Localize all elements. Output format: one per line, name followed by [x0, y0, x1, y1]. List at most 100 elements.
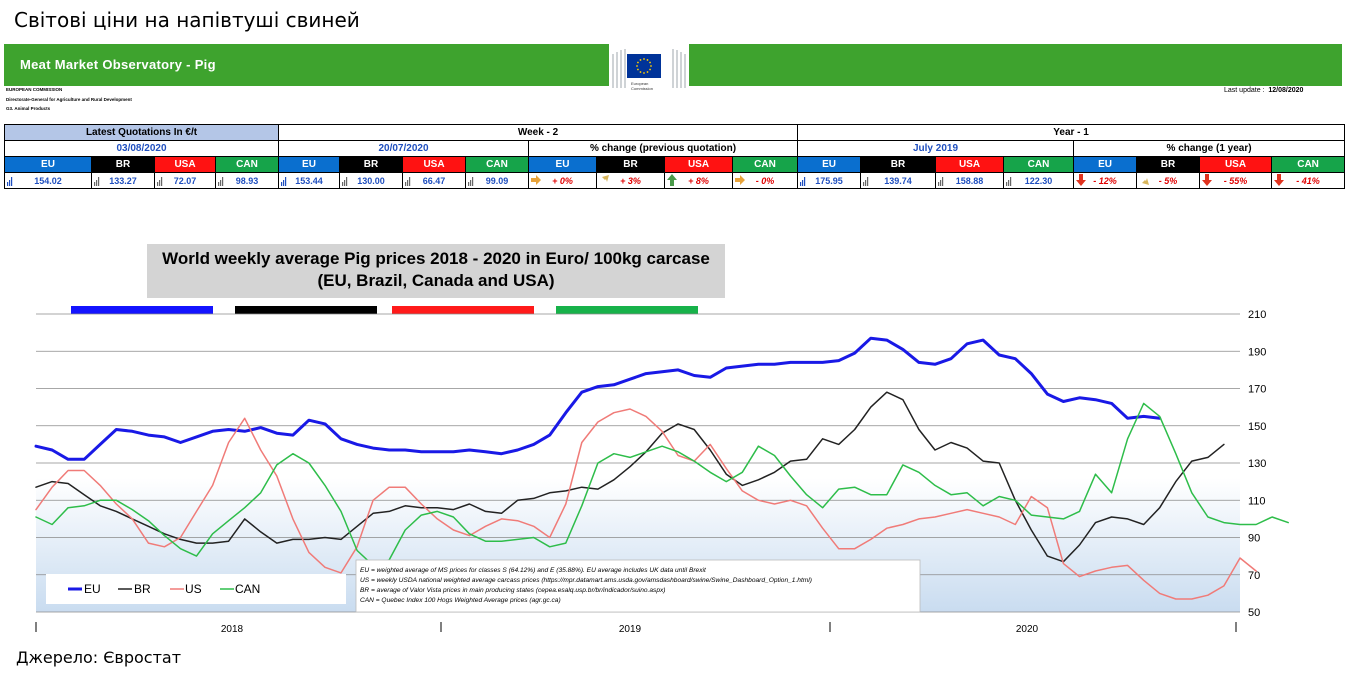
y-tick-label: 150	[1248, 421, 1266, 433]
bar-chart-icon	[7, 177, 13, 186]
bar-chart-icon	[157, 177, 163, 186]
region-br: BR	[1136, 156, 1201, 173]
year1-eu-cell: 175.95	[797, 172, 862, 189]
org-line-2: Directorate-General for Agriculture and …	[6, 97, 132, 102]
latest-can-cell: 98.93	[215, 172, 279, 189]
y-tick-label: 190	[1248, 346, 1266, 358]
flag-star	[637, 61, 639, 64]
x-tick-label-2019: 2019	[619, 624, 642, 635]
source-note: Джерело: Євростат	[16, 648, 182, 667]
region-br: BR	[596, 156, 665, 173]
year1-br-value: 139.74	[884, 175, 912, 186]
page-title: Світові ціни на напівтуші свиней	[14, 8, 360, 32]
legend-label-eu: EU	[84, 582, 101, 596]
year1-date: July 2019	[797, 140, 1075, 157]
region-eu: EU	[528, 156, 597, 173]
week2-pct-eu: + 0%	[552, 175, 573, 186]
last-update-label: Last update :	[1224, 87, 1265, 94]
legend-box	[46, 574, 346, 604]
latest-br-value: 133.27	[109, 175, 137, 186]
year1-pct-eu-cell: - 12%	[1073, 172, 1138, 189]
year1-header: Year - 1	[797, 124, 1346, 141]
legend-label-br: BR	[134, 582, 151, 596]
flag-star	[649, 61, 651, 64]
org-line-1: EUROPEAN COMMISSION	[6, 87, 63, 92]
bar-chart-icon	[863, 177, 869, 186]
note-br: BR = average of Valor Vista prices in ma…	[360, 587, 666, 594]
y-tick-label: 210	[1248, 309, 1266, 321]
arrow-up-icon	[667, 174, 677, 186]
year1-can-value: 122.30	[1024, 175, 1053, 186]
legend-label-can: CAN	[235, 582, 260, 596]
flag-star	[639, 59, 642, 61]
latest-eu-value: 154.02	[34, 175, 62, 186]
week2-pct-usa-cell: + 8%	[664, 172, 733, 189]
year1-eu-value: 175.95	[815, 175, 843, 186]
y-tick-label: 110	[1248, 495, 1266, 507]
european-commission-logo: European Commission	[609, 44, 689, 96]
arrow-down-icon	[1274, 174, 1285, 186]
logo-text-1: European	[631, 81, 648, 86]
region-usa: USA	[935, 156, 1005, 173]
notes-box: EU = weighted average of MS prices for c…	[355, 559, 921, 613]
latest-usa-cell: 72.07	[154, 172, 216, 189]
chart-title: World weekly average Pig prices 2018 - 2…	[162, 249, 710, 268]
region-br: BR	[339, 156, 403, 173]
note-us: US = weekly USDA national weighted avera…	[360, 577, 812, 584]
region-can: CAN	[1003, 156, 1075, 173]
week2-pct-can-cell: - 0%	[731, 172, 799, 189]
arrow-up-right-icon	[600, 175, 609, 185]
y-tick-label: 90	[1248, 533, 1260, 545]
year1-pct-can-cell: - 41%	[1271, 172, 1346, 189]
y-tick-label: 130	[1248, 458, 1266, 470]
x-axis: 2018 2019 2020	[35, 622, 1237, 635]
region-eu: EU	[278, 156, 340, 173]
week2-pct-usa: + 8%	[688, 175, 709, 186]
week2-pct-br-cell: + 3%	[596, 172, 665, 189]
latest-can-value: 98.93	[235, 175, 259, 186]
week2-usa-value: 66.47	[422, 175, 446, 186]
year1-can-cell: 122.30	[1003, 172, 1075, 189]
last-update: Last update : 12/08/2020	[1224, 87, 1303, 94]
series-line-us	[35, 408, 1257, 600]
region-eu: EU	[4, 156, 92, 173]
legend: EU BR US CAN	[46, 574, 346, 604]
group-header-row: Latest Quotations In €/t Week - 2 Year -…	[4, 124, 1346, 141]
week2-can-cell: 99.09	[465, 172, 529, 189]
flag-star	[646, 59, 649, 61]
flag-star	[649, 68, 651, 71]
arrow-down-icon	[1076, 174, 1087, 186]
year1-usa-value: 158.88	[955, 175, 984, 186]
bar-chart-icon	[218, 177, 224, 186]
flag-star	[646, 71, 649, 73]
x-tick-label-2020: 2020	[1016, 624, 1039, 635]
region-header-row: EU BR USA CAN EU BR USA CAN EU BR USA CA…	[4, 156, 1346, 173]
region-usa: USA	[1199, 156, 1273, 173]
week2-can-value: 99.09	[485, 175, 509, 186]
year1-pct-usa-cell: - 55%	[1199, 172, 1273, 189]
values-row: 154.02 133.27 72.07 98.93 153.44 130.00 …	[4, 172, 1346, 189]
year1-pct-header: % change (1 year)	[1073, 140, 1346, 157]
quotations-table: Latest Quotations In €/t Week - 2 Year -…	[4, 124, 1346, 189]
region-br: BR	[91, 156, 155, 173]
sub-header-row: 03/08/2020 20/07/2020 % change (previous…	[4, 140, 1346, 157]
week2-pct-can: - 0%	[755, 175, 775, 186]
week2-eu-value: 153.44	[295, 175, 323, 186]
region-can: CAN	[1271, 156, 1346, 173]
bar-chart-icon	[94, 177, 100, 186]
week2-eu-cell: 153.44	[278, 172, 340, 189]
series-line-br	[35, 391, 1225, 563]
note-can: CAN = Quebec Index 100 Hogs Weighted Ave…	[360, 597, 561, 604]
arrow-right-icon	[735, 175, 745, 185]
arrow-right-icon	[531, 175, 541, 185]
y-axis-ticks: 50 70 90 110 130 150 170 190 210	[1248, 309, 1266, 619]
note-eu: EU = weighted average of MS prices for c…	[360, 567, 707, 574]
flag-star	[636, 65, 638, 67]
bar-chart-icon	[1006, 177, 1012, 186]
flag-star	[637, 68, 639, 71]
region-eu: EU	[797, 156, 862, 173]
year1-pct-br: - 5%	[1158, 175, 1178, 186]
region-usa: USA	[402, 156, 466, 173]
logo-text-2: Commission	[631, 86, 653, 91]
bar-chart-icon	[800, 177, 806, 186]
